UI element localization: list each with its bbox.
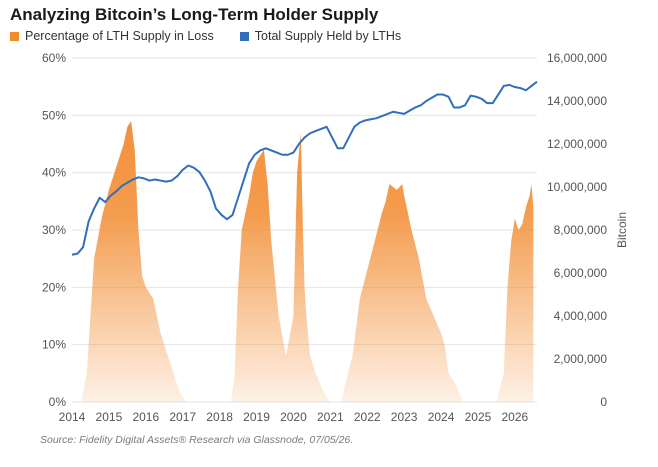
x-tick-label: 2021	[317, 410, 344, 424]
legend: Percentage of LTH Supply in Loss Total S…	[10, 29, 427, 43]
legend-item-loss: Percentage of LTH Supply in Loss	[10, 29, 214, 43]
series-area-lth-loss	[81, 121, 534, 403]
x-tick-label: 2025	[465, 410, 492, 424]
legend-label-supply: Total Supply Held by LTHs	[254, 29, 402, 43]
y-left-tick-label: 10%	[42, 338, 66, 352]
x-tick-label: 2018	[206, 410, 233, 424]
legend-swatch-supply	[239, 31, 249, 41]
y-right-tick-label: 8,000,000	[554, 223, 608, 237]
y-left-tick-label: 60%	[42, 51, 66, 65]
y-right-tick-label: 6,000,000	[554, 266, 608, 280]
x-tick-label: 2015	[96, 410, 123, 424]
y-right-tick-label: 2,000,000	[554, 352, 608, 366]
x-tick-label: 2020	[280, 410, 307, 424]
y-right-tick-label: 10,000,000	[547, 180, 607, 194]
y-left-tick-label: 50%	[42, 108, 66, 122]
series-line-lth-supply	[71, 80, 538, 256]
y-right-tick-label: 0	[600, 395, 607, 409]
x-tick-label: 2017	[169, 410, 196, 424]
y-right-tick-label: 12,000,000	[547, 137, 607, 151]
y-right-tick-label: 16,000,000	[547, 51, 607, 65]
x-tick-label: 2024	[428, 410, 455, 424]
legend-swatch-loss	[10, 31, 19, 41]
source-note: Source: Fidelity Digital Assets® Researc…	[40, 434, 354, 446]
y-left-tick-label: 20%	[42, 280, 66, 294]
y-left-tick-label: 30%	[42, 223, 66, 237]
y-left-tick-label: 0%	[49, 395, 67, 409]
x-tick-label: 2014	[59, 410, 86, 424]
x-tick-label: 2026	[502, 410, 529, 424]
y-right-axis-label: Bitcoin	[615, 212, 629, 248]
chart-title: Analyzing Bitcoin’s Long-Term Holder Sup…	[10, 5, 379, 24]
legend-item-supply: Total Supply Held by LTHs	[239, 29, 402, 43]
y-left-tick-label: 40%	[42, 166, 66, 180]
y-right-tick-label: 14,000,000	[547, 94, 607, 108]
x-tick-label: 2022	[354, 410, 381, 424]
y-right-tick-label: 4,000,000	[554, 309, 608, 323]
legend-label-loss: Percentage of LTH Supply in Loss	[25, 29, 214, 43]
x-tick-label: 2019	[243, 410, 270, 424]
x-tick-label: 2023	[391, 410, 418, 424]
x-tick-label: 2016	[132, 410, 159, 424]
